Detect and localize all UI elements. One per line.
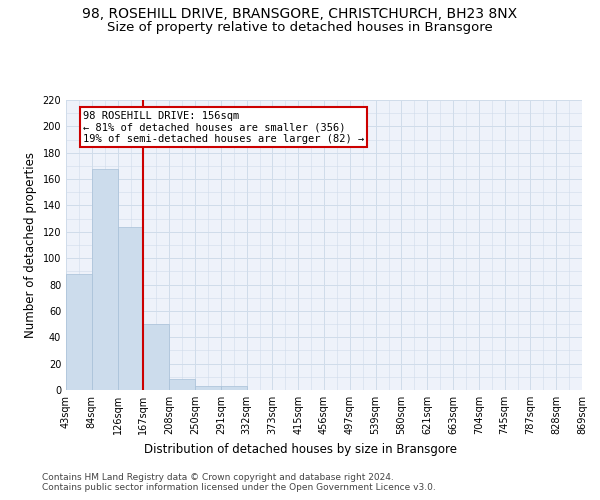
Text: Size of property relative to detached houses in Bransgore: Size of property relative to detached ho…	[107, 21, 493, 34]
Text: Distribution of detached houses by size in Bransgore: Distribution of detached houses by size …	[143, 442, 457, 456]
Bar	[66, 274, 92, 390]
Bar	[143, 324, 169, 390]
Bar	[169, 380, 195, 390]
Bar	[92, 168, 118, 390]
Y-axis label: Number of detached properties: Number of detached properties	[24, 152, 37, 338]
Text: 98, ROSEHILL DRIVE, BRANSGORE, CHRISTCHURCH, BH23 8NX: 98, ROSEHILL DRIVE, BRANSGORE, CHRISTCHU…	[82, 8, 518, 22]
Bar	[118, 226, 143, 390]
Bar	[195, 386, 221, 390]
Text: 98 ROSEHILL DRIVE: 156sqm
← 81% of detached houses are smaller (356)
19% of semi: 98 ROSEHILL DRIVE: 156sqm ← 81% of detac…	[83, 110, 364, 144]
Bar	[221, 386, 247, 390]
Text: Contains HM Land Registry data © Crown copyright and database right 2024.
Contai: Contains HM Land Registry data © Crown c…	[42, 472, 436, 492]
